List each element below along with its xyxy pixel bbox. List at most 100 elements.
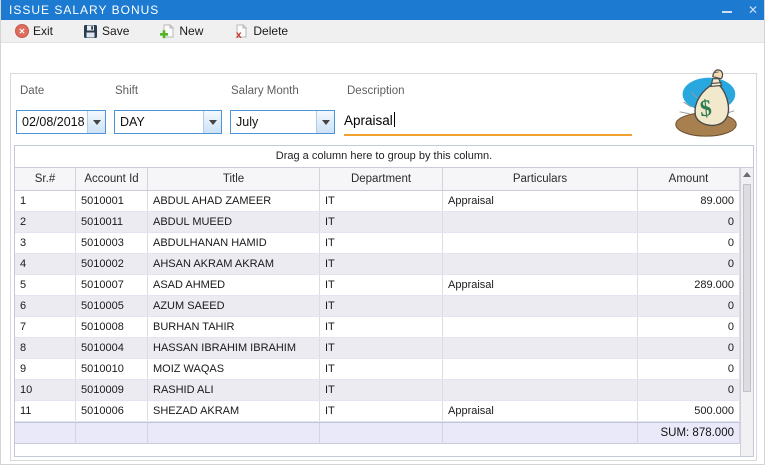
table-row[interactable]: 7 5010008 BURHAN TAHIR IT 0 — [15, 317, 740, 338]
shift-dropdown-button[interactable] — [203, 111, 221, 133]
table-cell: 5010011 — [76, 212, 148, 232]
table-cell: IT — [320, 401, 443, 421]
footer-cell — [15, 423, 76, 444]
description-label: Description — [347, 85, 405, 97]
main-panel: Date Shift Salary Month Description 02/0… — [10, 69, 757, 461]
table-cell: 10 — [15, 380, 76, 400]
group-by-hint: Drag a column here to group by this colu… — [275, 150, 493, 162]
salary-month-label: Salary Month — [231, 85, 299, 97]
scroll-up-icon[interactable] — [741, 172, 753, 177]
table-row[interactable]: 2 5010011 ABDUL MUEED IT 0 — [15, 212, 740, 233]
table-cell: 0 — [638, 380, 740, 400]
window-title: ISSUE SALARY BONUS — [9, 3, 160, 17]
delete-button[interactable]: x Delete — [227, 21, 294, 42]
table-cell: IT — [320, 317, 443, 337]
table-row[interactable]: 1 5010001 ABDUL AHAD ZAMEER IT Appraisal 89.0… — [15, 191, 740, 212]
money-bag-icon: $ — [675, 69, 737, 137]
table-cell: 11 — [15, 401, 76, 421]
table-cell: Appraisal — [443, 401, 638, 421]
table-cell: IT — [320, 338, 443, 358]
vertical-scrollbar[interactable] — [740, 168, 753, 456]
scrollbar-thumb[interactable] — [743, 184, 751, 392]
table-cell: 5010009 — [76, 380, 148, 400]
date-combobox[interactable]: 02/08/2018 — [16, 110, 106, 134]
table-cell: 289.000 — [638, 275, 740, 295]
table-cell: Appraisal — [443, 275, 638, 295]
table-cell: SHEZAD AKRAM — [148, 401, 320, 421]
toolbar: ✕ Exit Save New x — [1, 20, 764, 43]
table-cell: ABDULHANAN HAMID — [148, 233, 320, 253]
text-cursor — [393, 112, 395, 127]
column-header-department[interactable]: Department — [320, 168, 443, 190]
table-row[interactable]: 11 5010006 SHEZAD AKRAM IT Appraisal 500.000 — [15, 401, 740, 422]
table-row[interactable]: 9 5010010 MOIZ WAQAS IT 0 — [15, 359, 740, 380]
date-value: 02/08/2018 — [22, 115, 85, 129]
column-header-account-id[interactable]: Account Id — [76, 168, 148, 190]
table-cell: RASHID ALI — [148, 380, 320, 400]
footer-cell — [320, 423, 443, 444]
table-row[interactable]: 8 5010004 HASSAN IBRAHIM IBRAHIM IT 0 — [15, 338, 740, 359]
column-header-amount[interactable]: Amount — [638, 168, 740, 190]
table-cell: 8 — [15, 338, 76, 358]
table-cell: 5 — [15, 275, 76, 295]
table-cell: IT — [320, 275, 443, 295]
table-cell: 2 — [15, 212, 76, 232]
minimize-button[interactable] — [714, 0, 740, 20]
chevron-down-icon — [208, 119, 217, 125]
table-cell: 5010010 — [76, 359, 148, 379]
salary-month-combobox[interactable]: July — [230, 110, 335, 134]
table-cell — [443, 338, 638, 358]
table-cell: ABDUL MUEED — [148, 212, 320, 232]
table-row[interactable]: 4 5010002 AHSAN AKRAM AKRAM IT 0 — [15, 254, 740, 275]
table-cell: ABDUL AHAD ZAMEER — [148, 191, 320, 211]
grid-footer-row: SUM: 878.000 — [15, 422, 740, 444]
table-cell: 0 — [638, 338, 740, 358]
table-cell: 5010004 — [76, 338, 148, 358]
delete-icon: x — [236, 23, 248, 39]
close-button[interactable]: ✕ — [740, 0, 764, 20]
chevron-down-icon — [321, 119, 330, 125]
description-underline — [344, 134, 632, 136]
table-cell: MOIZ WAQAS — [148, 359, 320, 379]
table-cell: 0 — [638, 212, 740, 232]
exit-button[interactable]: ✕ Exit — [9, 21, 59, 42]
table-cell — [443, 233, 638, 253]
save-button[interactable]: Save — [77, 21, 135, 42]
table-cell: 500.000 — [638, 401, 740, 421]
table-row[interactable]: 3 5010003 ABDULHANAN HAMID IT 0 — [15, 233, 740, 254]
shift-combobox[interactable]: DAY — [114, 110, 222, 134]
date-dropdown-button[interactable] — [87, 111, 105, 133]
table-cell: 0 — [638, 254, 740, 274]
table-cell — [443, 380, 638, 400]
table-cell: 5010008 — [76, 317, 148, 337]
new-button[interactable]: New — [153, 21, 209, 42]
table-cell: 5010006 — [76, 401, 148, 421]
table-cell: 4 — [15, 254, 76, 274]
save-label: Save — [102, 24, 130, 38]
grid-header-row: Sr.# Account Id Title Department Particulars… — [15, 168, 740, 191]
group-by-panel[interactable]: Drag a column here to group by this colu… — [15, 146, 753, 168]
table-cell — [443, 296, 638, 316]
table-cell: 9 — [15, 359, 76, 379]
table-cell: 5010002 — [76, 254, 148, 274]
table-cell: IT — [320, 233, 443, 253]
table-row[interactable]: 5 5010007 ASAD AHMED IT Appraisal 289.000 — [15, 275, 740, 296]
table-cell — [443, 254, 638, 274]
description-input[interactable]: Apraisal — [344, 110, 632, 136]
table-cell: IT — [320, 254, 443, 274]
table-row[interactable]: 6 5010005 AZUM SAEED IT 0 — [15, 296, 740, 317]
table-cell: Appraisal — [443, 191, 638, 211]
table-cell: 6 — [15, 296, 76, 316]
salary-month-dropdown-button[interactable] — [316, 111, 334, 133]
table-cell: 7 — [15, 317, 76, 337]
column-header-sr-[interactable]: Sr.# — [15, 168, 76, 190]
table-cell: 5010007 — [76, 275, 148, 295]
footer-cell — [443, 423, 638, 444]
new-label: New — [179, 24, 204, 38]
column-header-title[interactable]: Title — [148, 168, 320, 190]
column-header-particulars[interactable]: Particulars — [443, 168, 638, 190]
table-cell: 1 — [15, 191, 76, 211]
date-label: Date — [20, 85, 45, 97]
table-row[interactable]: 10 5010009 RASHID ALI IT 0 — [15, 380, 740, 401]
